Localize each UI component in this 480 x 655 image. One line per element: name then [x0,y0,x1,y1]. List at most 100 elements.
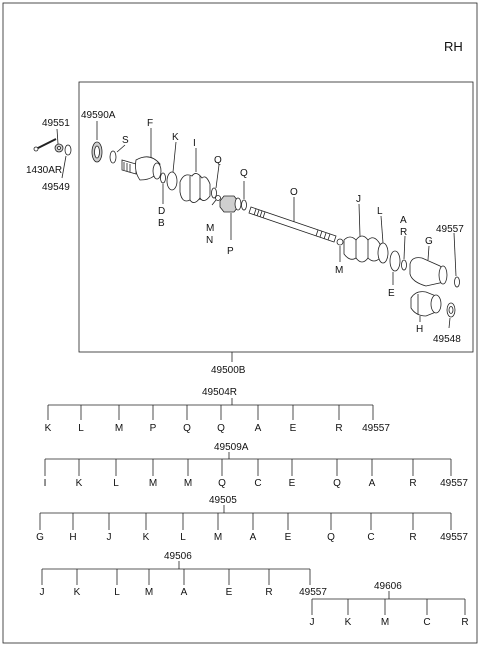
callout-49551: 49551 [42,118,70,129]
kit-part-label: 49557 [440,532,468,543]
kit-49505: 49505 G H J K L M A E Q C R 49557 [36,495,468,543]
kit-part-label: E [290,423,297,434]
inner-boot-J [343,235,381,263]
drive-shaft-O [248,206,337,243]
ring-49557 [454,276,460,288]
kit-part-label: L [180,532,186,543]
kit-49504R: 49504R K L M P Q Q A E R 49557 [45,387,391,434]
callout-49557: 49557 [436,224,464,235]
kit-part-label: K [345,617,352,628]
kit-part-label: R [335,423,342,434]
kit-part-label: R [265,587,272,598]
kit-part-label: Q [217,423,225,434]
kit-part-label: K [74,587,81,598]
callout-L: L [377,206,383,217]
callout-P: P [227,246,234,257]
callout-B: B [158,218,165,229]
bolt-1430AR [33,138,57,152]
callout-S: S [122,135,129,146]
clip-M-2 [336,238,344,246]
clamp-D [160,172,166,184]
callout-A: A [400,215,407,226]
kit-part-label: M [145,587,153,598]
callout-N: N [206,235,213,246]
ring-E [389,250,401,272]
callout-M-2: M [335,265,343,276]
kit-part-label: M [149,478,157,489]
kit-part-label: 49557 [362,423,390,434]
kit-number: 49606 [374,581,402,592]
kit-part-label: L [114,587,120,598]
outer-boot-I [179,173,211,203]
callout-K: K [172,132,179,143]
kit-part-label: A [250,532,257,543]
callout-Q-2: Q [240,168,248,179]
callout-J: J [356,194,361,205]
side-label: RH [444,39,463,54]
kit-part-label: 49557 [440,478,468,489]
kit-part-label: M [115,423,123,434]
kit-part-label: R [461,617,468,628]
boot-band-K [166,171,178,191]
snap-ring-S [109,150,117,164]
kit-part-label: J [40,587,45,598]
assembly-box [78,81,474,353]
circlip-A-R [401,259,407,271]
kit-part-label: E [289,478,296,489]
kit-part-label: Q [183,423,191,434]
kit-part-label: L [78,423,84,434]
washer-49549 [64,144,72,156]
kit-part-label: L [113,478,119,489]
kit-part-label: J [107,532,112,543]
kit-49509A: 49509A I K L M M Q C E Q A R 49557 [44,442,469,489]
callout-R: R [400,227,407,238]
callout-O: O [290,187,298,198]
callout-Q-1: Q [214,155,222,166]
assembly-label: 49500B [211,365,246,376]
kit-part-label: M [381,617,389,628]
inner-cv-joint-G [409,257,448,287]
kit-part-label: J [310,617,315,628]
kit-part-label: C [367,532,374,543]
kit-part-label: K [76,478,83,489]
callout-D: D [158,206,165,217]
band-Q-2 [241,199,247,211]
kit-number: 49504R [202,387,237,398]
kit-part-label: M [214,532,222,543]
callout-49549: 49549 [42,182,70,193]
kit-part-label: A [369,478,376,489]
damper-P [219,195,242,213]
kit-49506: 49506 J K L M A E R 49557 [40,551,328,598]
callout-H: H [416,324,423,335]
clip-M-1 [215,195,221,201]
callout-F: F [147,118,153,129]
kit-number: 49506 [164,551,192,562]
kit-part-label: K [143,532,150,543]
kit-part-label: R [409,478,416,489]
kit-part-label: Q [327,532,335,543]
kit-number: 49509A [214,442,249,453]
seal-49548 [446,302,456,318]
callout-49590A: 49590A [81,110,116,121]
kit-part-label: K [45,423,52,434]
kit-number: 49505 [209,495,237,506]
kit-part-label: P [150,423,157,434]
callout-G: G [425,236,433,247]
kit-part-label: A [181,587,188,598]
callout-I: I [193,138,196,149]
kit-part-label: M [184,478,192,489]
callout-49548: 49548 [433,334,461,345]
kit-part-label: I [44,478,47,489]
band-Q-1 [211,187,217,199]
kit-part-label: H [69,532,76,543]
outer-cv-joint-F [121,156,162,181]
kit-part-label: R [409,532,416,543]
kit-part-label: 49557 [299,587,327,598]
kit-part-label: Q [218,478,226,489]
outer-frame [2,2,478,644]
kit-part-label: A [255,423,262,434]
kit-part-label: E [226,587,233,598]
